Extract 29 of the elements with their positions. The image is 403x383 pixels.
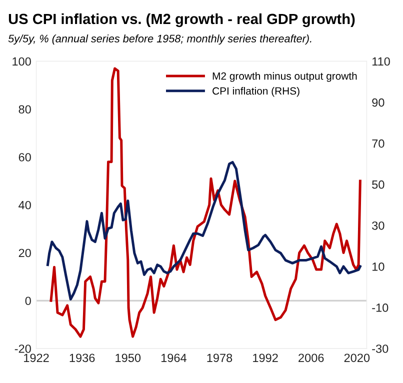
legend-label: M2 growth minus output growth — [212, 72, 357, 82]
legend-label: CPI inflation (RHS) — [212, 87, 300, 97]
x-tick-label: 2020 — [344, 354, 370, 362]
y2-tick-label: -10 — [372, 304, 388, 312]
x-tick-label: 1964 — [161, 354, 186, 362]
x-tick-label: 1978 — [207, 354, 232, 362]
y-tick-label: 40 — [18, 200, 31, 210]
x-tick-label: 2006 — [298, 354, 324, 362]
y-tick-label: 60 — [18, 153, 31, 162]
y-tick-label: -20 — [14, 344, 31, 353]
y2-tick-label: 110 — [372, 57, 390, 66]
y2-tick-label: 10 — [372, 262, 384, 271]
chart-title: US CPI inflation vs. (M2 growth - real GDP growth) — [8, 13, 355, 28]
x-tick-label: 1936 — [70, 354, 95, 362]
y2-tick-label: 30 — [372, 221, 384, 230]
x-tick-label: 1950 — [116, 354, 141, 362]
x-tick-label: 1922 — [24, 354, 49, 362]
y-tick-label: 20 — [18, 248, 31, 258]
y2-tick-label: 70 — [372, 139, 384, 148]
y-tick-label: 0 — [25, 296, 31, 306]
y-tick-label: 100 — [12, 57, 31, 66]
y-tick-label: 80 — [18, 105, 31, 114]
chart-subtitle: 5y/5y, % (annual series before 1958; monthly series thereafter). — [8, 34, 312, 45]
y2-tick-label: 90 — [372, 98, 384, 107]
line-series — [46, 160, 362, 301]
line-series — [50, 67, 362, 338]
x-tick-label: 1992 — [253, 354, 278, 362]
y2-tick-label: -30 — [372, 344, 388, 353]
y2-tick-label: 50 — [372, 180, 384, 189]
